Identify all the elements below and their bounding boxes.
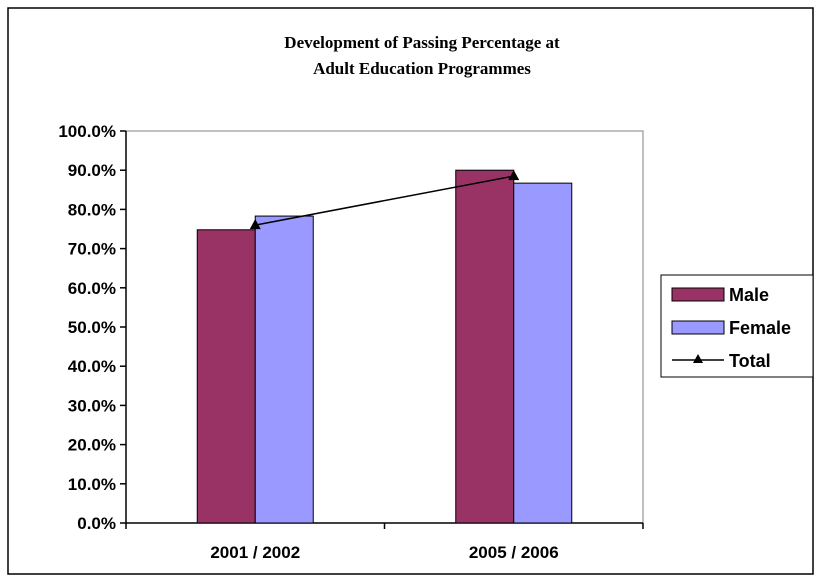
y-tick-label: 20.0% xyxy=(68,436,116,455)
total-line xyxy=(249,170,520,230)
y-tick-label: 0.0% xyxy=(77,514,116,533)
y-axis: 0.0% 10.0% 20.0% 30.0% 40.0% 50.0% 60.0% 70.0% 8… xyxy=(58,122,127,533)
bars xyxy=(196,169,573,524)
x-tick-label: 2001 / 2002 xyxy=(210,543,300,562)
y-tick-label: 90.0% xyxy=(68,161,116,180)
y-tick-label: 50.0% xyxy=(68,318,116,337)
legend-label-male: Male xyxy=(729,285,769,305)
legend: Male Female Total xyxy=(660,274,814,378)
y-tick-label: 40.0% xyxy=(68,357,116,376)
chart-title-line-1: Development of Passing Percentage at xyxy=(284,33,560,52)
bar-male xyxy=(196,229,256,524)
marker-total xyxy=(508,170,520,181)
y-tick-label: 100.0% xyxy=(58,122,116,141)
legend-label-female: Female xyxy=(729,318,791,338)
marker-total xyxy=(249,219,261,230)
bar-female xyxy=(513,182,573,524)
legend-marker-total xyxy=(693,354,703,363)
line-total xyxy=(255,175,514,226)
y-tick-label: 60.0% xyxy=(68,279,116,298)
legend-swatch-male xyxy=(671,287,725,302)
y-tick-label: 70.0% xyxy=(68,240,116,259)
x-tick-label: 2005 / 2006 xyxy=(469,543,559,562)
bar-male xyxy=(455,169,515,524)
legend-label-total: Total xyxy=(729,351,771,371)
y-tick-label: 30.0% xyxy=(68,396,116,415)
y-tick-label: 80.0% xyxy=(68,200,116,219)
chart-title-line-2: Adult Education Programmes xyxy=(313,59,531,78)
y-tick-label: 10.0% xyxy=(68,475,116,494)
legend-swatch-female xyxy=(671,320,725,335)
bar-female xyxy=(254,215,314,524)
